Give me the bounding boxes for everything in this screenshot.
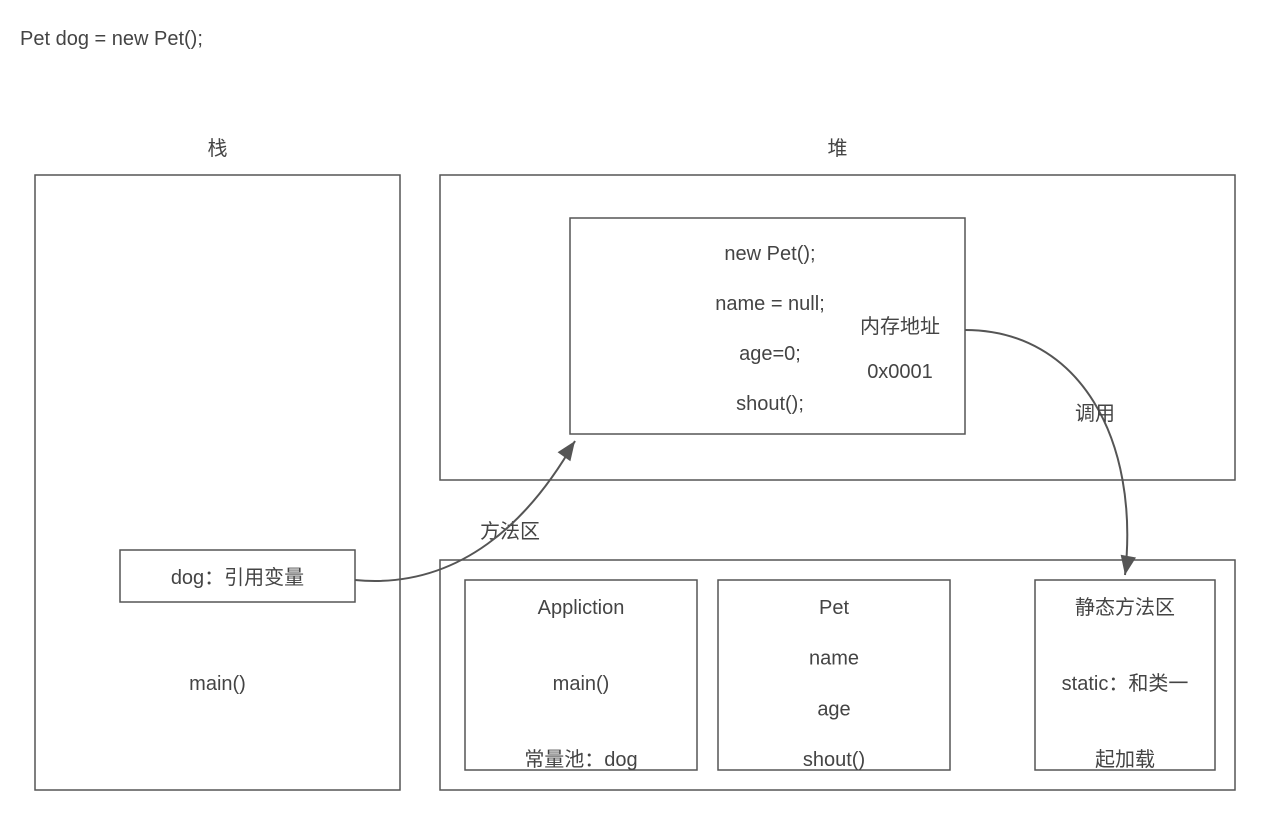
ma-static-line-1: static：和类一 — [1062, 672, 1189, 695]
ma-static-line-0: 静态方法区 — [1075, 596, 1175, 619]
ma-pet-line-3: shout() — [803, 749, 865, 771]
call-label: 调用 — [1075, 402, 1115, 425]
ma-app-line-0: Appliction — [538, 597, 625, 619]
heap-addr-1: 0x0001 — [867, 361, 933, 383]
heap-title: 堆 — [828, 137, 848, 160]
ma-pet-line-1: name — [809, 648, 859, 670]
ma-static-line-2: 起加载 — [1095, 748, 1155, 771]
arrow-heap-to-static-head — [1117, 555, 1136, 577]
heap-obj-line-0: new Pet(); — [724, 243, 815, 265]
ma-pet-line-2: age — [817, 698, 850, 720]
ma-app-line-1: main() — [553, 673, 610, 695]
stack-title: 栈 — [208, 137, 228, 160]
heap-obj-line-2: age=0; — [739, 343, 801, 365]
ma-pet-line-0: Pet — [819, 597, 849, 619]
stack-box — [35, 175, 400, 790]
arrow-heap-to-static — [965, 330, 1127, 575]
ma-app-line-2: 常量池：dog — [524, 748, 637, 771]
method-area-title: 方法区 — [480, 520, 540, 543]
stack-var-label: dog：引用变量 — [171, 566, 304, 589]
heap-addr-0: 内存地址 — [860, 315, 940, 338]
stack-main-label: main() — [189, 673, 246, 695]
arrow-stack-to-heap-head — [558, 437, 582, 462]
heap-obj-line-3: shout(); — [736, 393, 804, 415]
code-line: Pet dog = new Pet(); — [20, 28, 203, 50]
heap-obj-line-1: name = null; — [715, 293, 825, 315]
